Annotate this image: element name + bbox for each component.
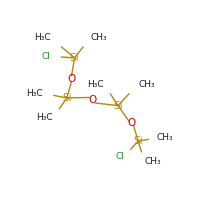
- Text: Cl: Cl: [42, 52, 51, 61]
- Text: H₃C: H₃C: [34, 33, 51, 42]
- Text: O: O: [88, 95, 97, 105]
- Text: Si: Si: [133, 136, 143, 146]
- Text: H₃C: H₃C: [87, 80, 104, 89]
- Text: Si: Si: [113, 101, 123, 111]
- Text: CH₃: CH₃: [138, 80, 155, 89]
- Text: CH₃: CH₃: [90, 33, 107, 42]
- Text: CH₃: CH₃: [157, 133, 173, 142]
- Text: Cl: Cl: [115, 152, 124, 161]
- Text: H₃C: H₃C: [26, 89, 43, 98]
- Text: Si: Si: [62, 93, 72, 103]
- Text: O: O: [127, 118, 135, 128]
- Text: CH₃: CH₃: [144, 157, 161, 166]
- Text: O: O: [67, 74, 76, 84]
- Text: H₃C: H₃C: [36, 113, 53, 122]
- Text: Si: Si: [70, 53, 79, 63]
